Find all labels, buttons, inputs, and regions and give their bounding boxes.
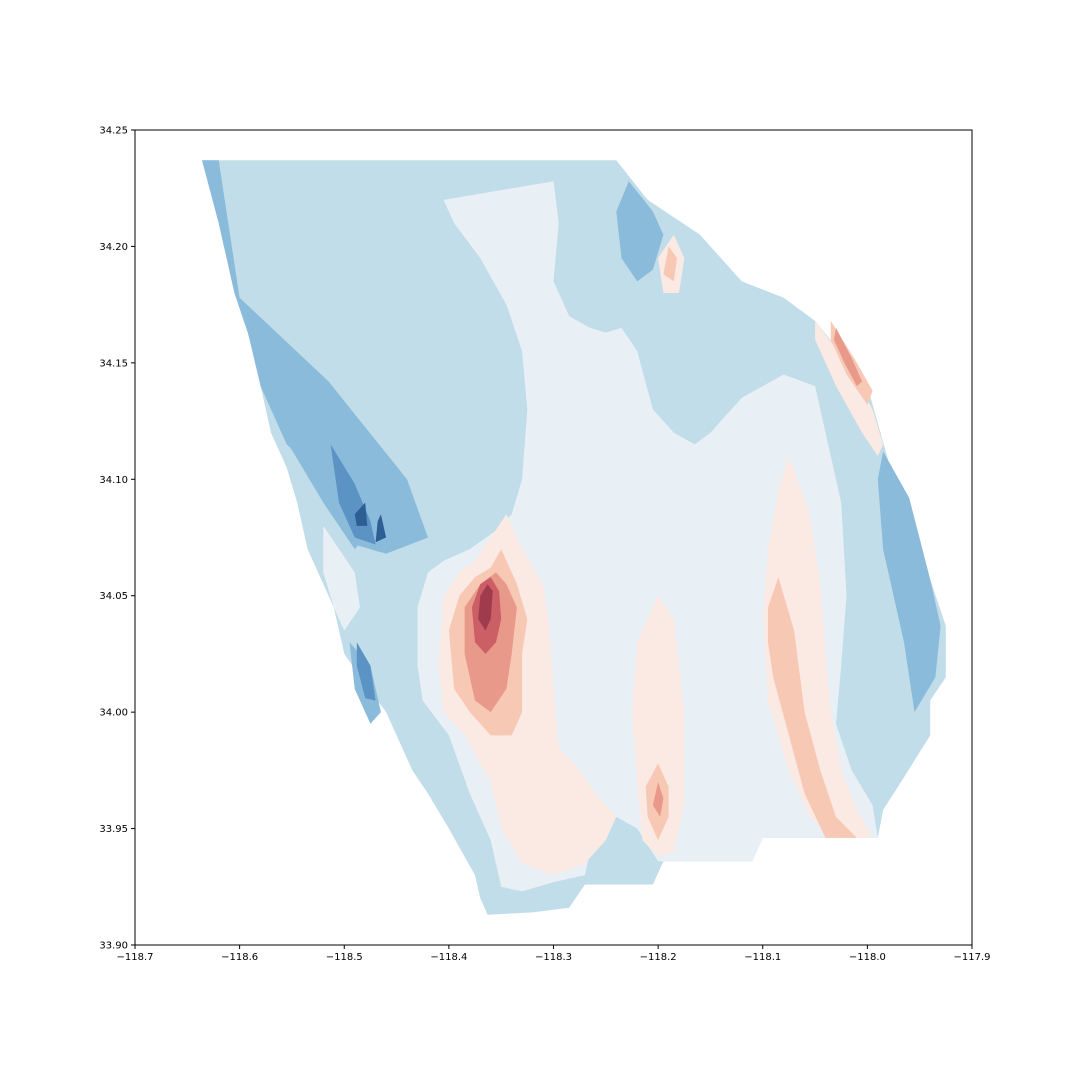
y-tick-label: 34.20 xyxy=(99,242,128,253)
contour-region-level-0 xyxy=(354,502,368,526)
x-tick-label: −118.0 xyxy=(849,952,886,963)
contour-region-level-9 xyxy=(478,584,493,631)
contour-region-level-7 xyxy=(833,327,863,387)
contour-region-level-5 xyxy=(762,456,873,838)
contour-region-level-2 xyxy=(877,451,941,713)
x-tick-label: −118.3 xyxy=(535,952,572,963)
x-tick-label: −118.7 xyxy=(116,952,153,963)
contour-regions xyxy=(202,160,946,915)
x-tick-label: −118.2 xyxy=(640,952,677,963)
contour-region-level-6 xyxy=(663,246,677,282)
contour-region-level-1 xyxy=(356,642,376,701)
contour-region-level-2 xyxy=(616,181,664,282)
y-axis: 33.90 33.95 34.00 34.05 34.10 34.15 34.20 34.25 xyxy=(99,126,135,952)
contour-region-level-2 xyxy=(202,160,366,550)
x-tick-label: −117.9 xyxy=(953,952,990,963)
y-tick-label: 34.25 xyxy=(99,126,128,137)
x-tick-label: −118.5 xyxy=(326,952,363,963)
contour-region-level-0 xyxy=(375,514,387,543)
x-axis: −118.7 −118.6 −118.5 −118.4 −118.3 −118.2 −118… xyxy=(116,945,991,963)
contour-region-level-5 xyxy=(815,320,884,456)
contour-region-level-6 xyxy=(768,577,857,838)
contour-region-level-2 xyxy=(239,297,428,554)
y-tick-label: 34.00 xyxy=(99,708,128,719)
y-tick-label: 33.90 xyxy=(99,941,128,952)
x-tick-label: −118.6 xyxy=(221,952,258,963)
contour-region-level-4 xyxy=(323,525,360,631)
y-tick-label: 34.15 xyxy=(99,358,128,369)
y-tick-label: 33.95 xyxy=(99,824,128,835)
x-tick-label: −118.4 xyxy=(430,952,467,963)
x-tick-label: −118.1 xyxy=(744,952,781,963)
y-tick-label: 34.10 xyxy=(99,475,128,486)
contour-region-level-7 xyxy=(652,782,664,817)
y-tick-label: 34.05 xyxy=(99,591,128,602)
contour-region-level-5 xyxy=(632,595,685,857)
